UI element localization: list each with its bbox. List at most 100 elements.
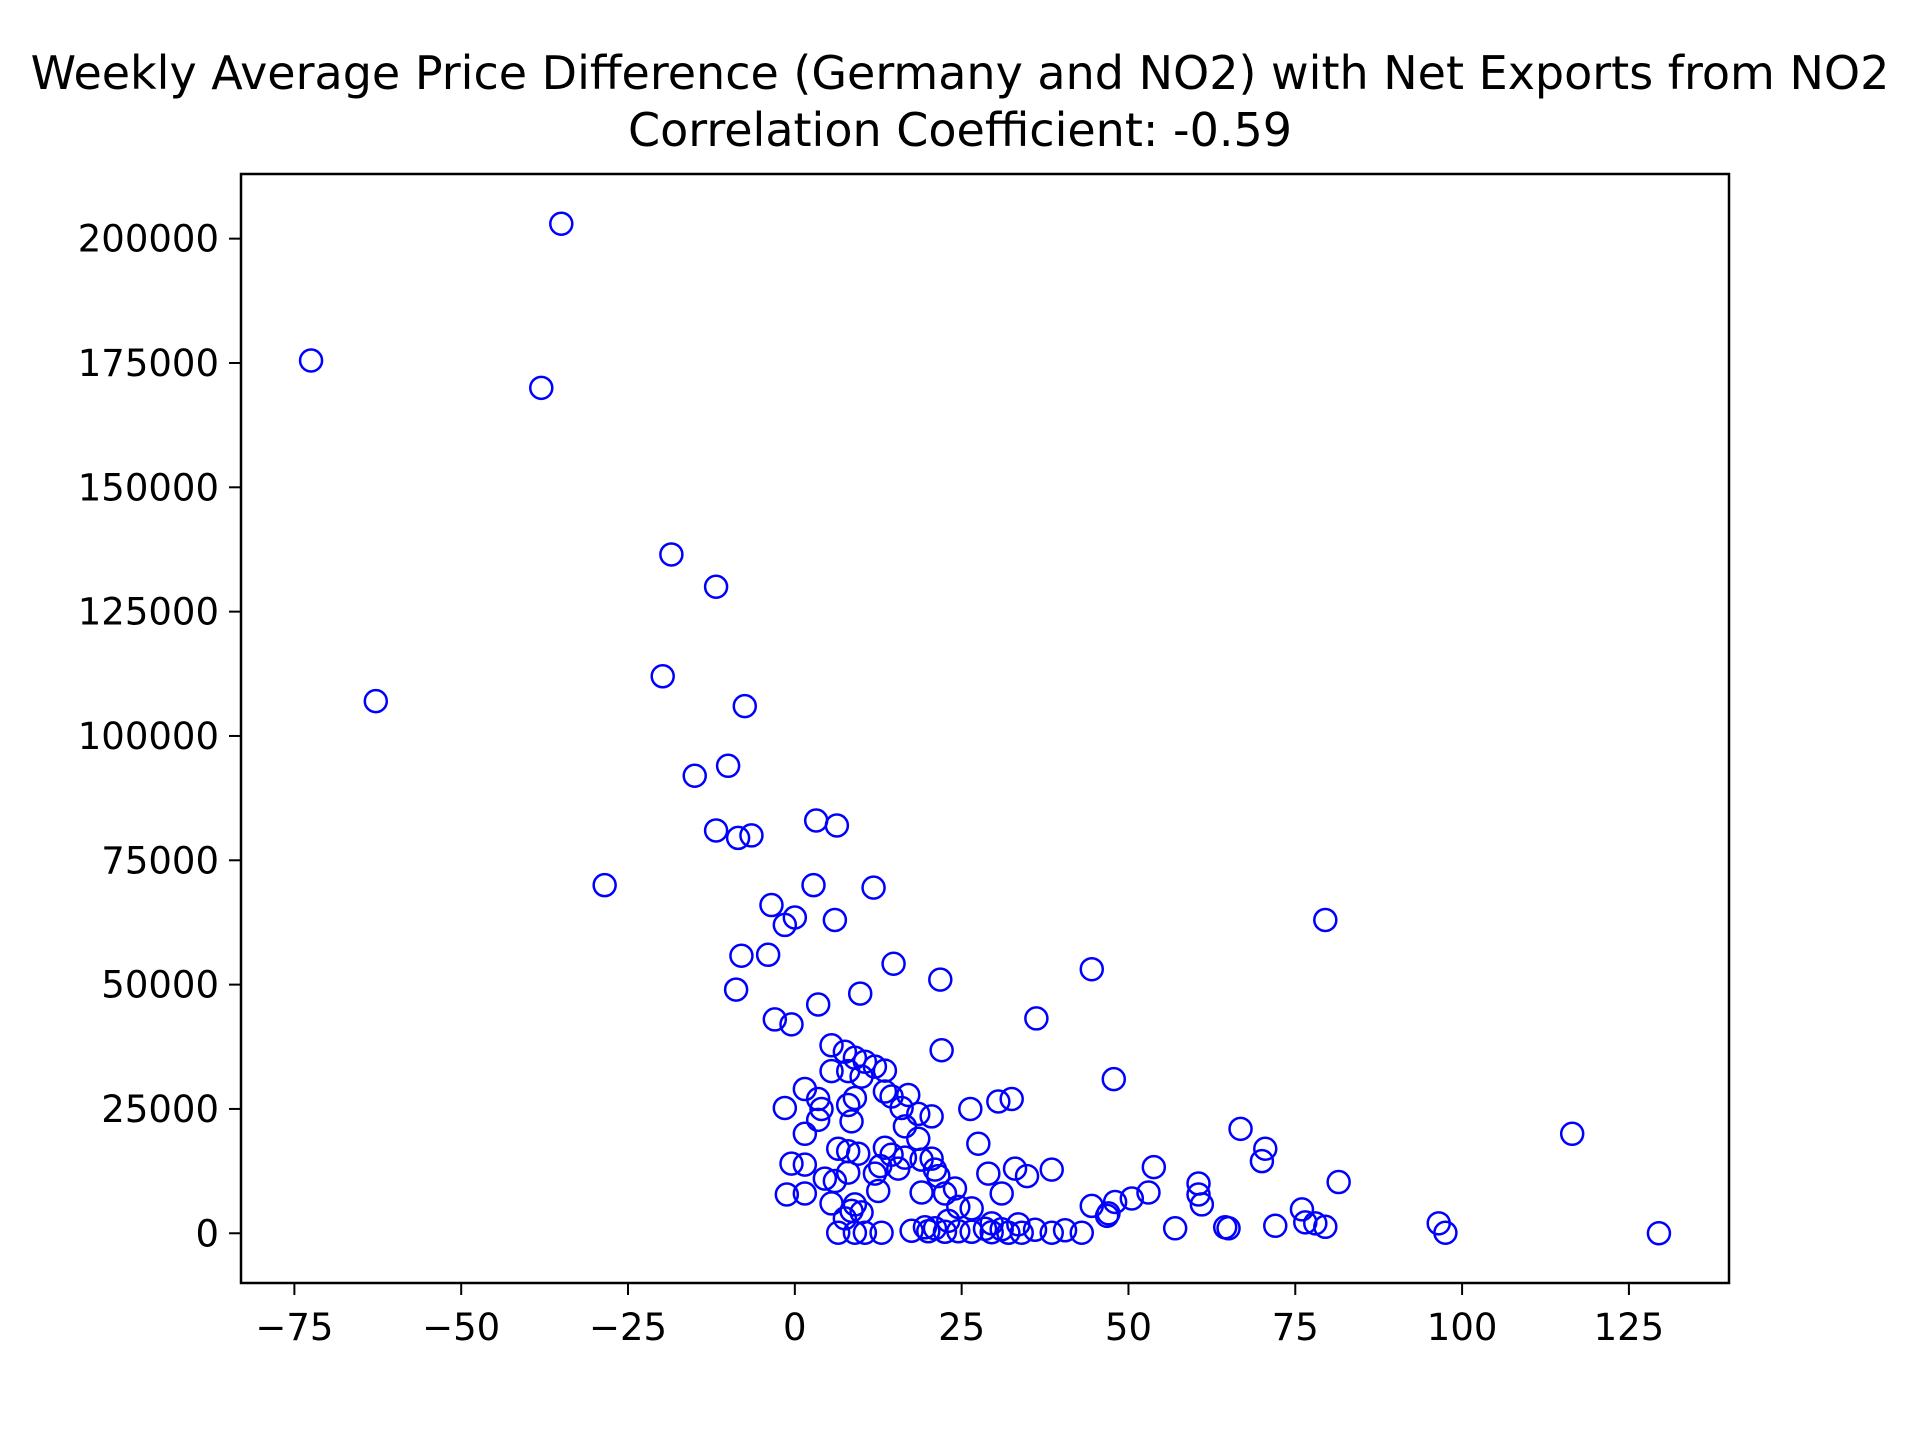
data-point: [723, 977, 749, 1002]
data-point: [1052, 1218, 1078, 1243]
data-point: [725, 825, 751, 851]
data-point: [779, 1012, 804, 1037]
data-point: [1326, 1169, 1351, 1195]
data-point: [1069, 1220, 1095, 1246]
data-point: [755, 942, 781, 968]
data-point: [881, 951, 906, 976]
data-point: [739, 823, 764, 848]
x-tick-label: 25: [938, 1306, 985, 1349]
data-point: [919, 1104, 944, 1129]
data-point: [703, 818, 729, 843]
data-point: [812, 1166, 838, 1191]
data-point: [1002, 1156, 1028, 1181]
data-point: [805, 1107, 831, 1133]
x-tick-label: −25: [589, 1306, 667, 1349]
data-point: [825, 1220, 851, 1246]
data-point: [958, 1096, 983, 1122]
y-tick-label: 200000: [78, 218, 219, 261]
data-point: [867, 1153, 893, 1179]
data-point: [926, 1163, 951, 1189]
y-tick-label: 150000: [78, 466, 219, 509]
data-point: [929, 1038, 954, 1063]
data-point: [862, 1161, 888, 1186]
data-point: [979, 1220, 1004, 1245]
data-point: [779, 1151, 804, 1176]
data-point: [872, 1079, 898, 1104]
data-point: [1263, 1213, 1288, 1239]
data-point: [782, 905, 808, 930]
data-point: [682, 763, 707, 788]
x-tick-label: −75: [255, 1306, 333, 1349]
data-point: [865, 1178, 891, 1204]
x-tick-label: 125: [1594, 1306, 1665, 1349]
data-point: [819, 1058, 844, 1084]
y-tick-label: 175000: [78, 342, 219, 385]
data-point: [886, 1156, 911, 1181]
data-point: [932, 1219, 958, 1245]
data-point: [1094, 1203, 1120, 1229]
x-tick-label: −50: [422, 1306, 500, 1349]
data-point: [819, 1191, 844, 1216]
data-point: [839, 1109, 864, 1134]
data-point: [835, 1160, 861, 1185]
data-point: [996, 1220, 1021, 1246]
data-point: [976, 1161, 1001, 1186]
data-point: [1313, 907, 1338, 933]
data-point: [1433, 1220, 1458, 1246]
y-tick-label: 50000: [101, 964, 219, 1007]
data-point: [999, 1086, 1024, 1112]
data-point: [861, 875, 886, 900]
scatter-points: [298, 211, 1672, 1246]
data-point: [792, 1181, 818, 1206]
data-point: [1303, 1211, 1328, 1236]
data-point: [801, 872, 826, 898]
y-tick-label: 100000: [78, 715, 219, 758]
data-point: [715, 753, 741, 779]
data-point: [592, 872, 617, 898]
data-point: [1253, 1136, 1278, 1161]
data-point: [529, 375, 554, 401]
data-point: [909, 1180, 934, 1205]
axes-frame: [239, 172, 1731, 1285]
y-tick-label: 25000: [101, 1088, 219, 1131]
x-tick-label: 50: [1105, 1306, 1152, 1349]
y-axis: 0 25000 50000 75000 100000 125000 150000 175000…: [78, 218, 241, 1255]
data-point: [1024, 1006, 1049, 1031]
data-point: [772, 1095, 798, 1121]
data-point: [919, 1146, 944, 1171]
data-point: [1014, 1163, 1040, 1189]
data-point: [1141, 1154, 1167, 1180]
data-point: [1119, 1186, 1145, 1211]
data-point: [1559, 1121, 1585, 1147]
data-point: [809, 1096, 834, 1122]
data-point: [906, 1101, 931, 1127]
data-point: [1101, 1066, 1127, 1092]
chart-subtitle: Correlation Coefficient: -0.59: [628, 103, 1292, 157]
data-point: [847, 981, 873, 1006]
data-point: [1039, 1220, 1064, 1246]
data-point: [842, 1220, 868, 1246]
data-point: [959, 1219, 984, 1245]
data-point: [896, 1082, 921, 1108]
data-point: [1136, 1180, 1161, 1205]
data-point: [989, 1181, 1014, 1206]
data-point: [946, 1219, 971, 1244]
data-point: [1313, 1214, 1338, 1240]
data-point: [1079, 956, 1105, 982]
data-point: [835, 1092, 861, 1118]
data-point: [298, 348, 324, 373]
data-point: [959, 1196, 984, 1221]
data-point: [1289, 1197, 1315, 1222]
data-point: [650, 664, 675, 689]
data-point: [803, 808, 829, 833]
data-point: [1228, 1116, 1253, 1142]
x-tick-label: 75: [1272, 1306, 1319, 1349]
x-tick-label: 0: [783, 1306, 807, 1349]
data-point: [835, 1058, 861, 1084]
data-point: [872, 1135, 898, 1160]
data-point: [805, 992, 831, 1017]
data-point: [1249, 1148, 1275, 1174]
data-point: [822, 907, 848, 933]
